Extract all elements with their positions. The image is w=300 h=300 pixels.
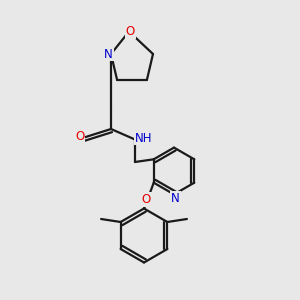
Text: O: O	[126, 25, 135, 38]
Text: O: O	[75, 130, 84, 143]
Text: NH: NH	[135, 131, 152, 145]
Text: N: N	[171, 191, 180, 205]
Text: N: N	[104, 47, 113, 61]
Text: O: O	[142, 193, 151, 206]
